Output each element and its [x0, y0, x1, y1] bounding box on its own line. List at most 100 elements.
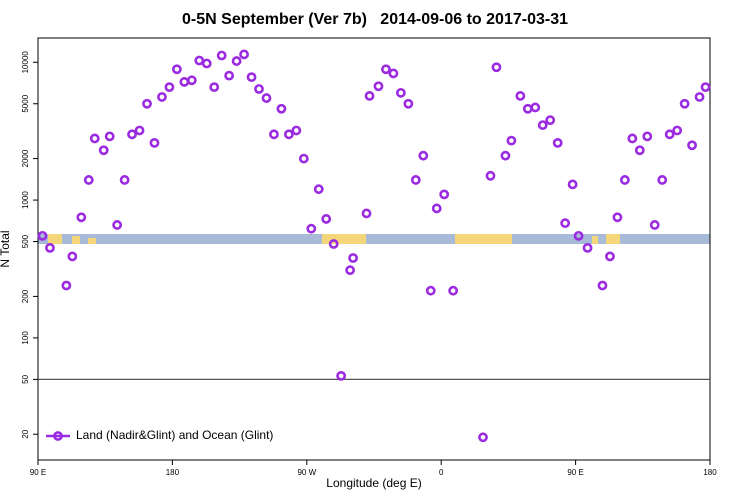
data-point [560, 218, 571, 229]
data-point [530, 102, 541, 113]
y-axis-label: N Total [0, 230, 12, 267]
data-point [418, 150, 429, 161]
data-point [67, 251, 78, 262]
data-point [545, 115, 556, 126]
data-point [306, 223, 317, 234]
data-point [552, 137, 563, 148]
x-tick-label: 90 W [297, 468, 316, 477]
data-point [381, 64, 391, 75]
data-point [448, 285, 459, 296]
data-point [37, 230, 48, 241]
x-tick-label: 90 E [567, 468, 583, 477]
data-point [395, 87, 406, 98]
data-point [112, 220, 123, 230]
plot-frame [37, 37, 711, 461]
data-point [642, 131, 653, 142]
data-point [276, 103, 287, 114]
x-tick-label: 180 [703, 468, 717, 477]
data-point [664, 129, 675, 140]
data-point [500, 150, 511, 161]
data-point [246, 72, 257, 83]
data-point [239, 49, 249, 60]
data-point [231, 56, 242, 66]
data-point [201, 58, 212, 69]
y-tick-label: 50 [21, 374, 30, 383]
land-band [606, 234, 620, 244]
data-point [209, 82, 220, 93]
land-band [48, 234, 62, 244]
data-point [605, 251, 615, 262]
y-tick-label: 5000 [21, 94, 30, 112]
data-point [634, 145, 645, 156]
y-tick-label: 500 [21, 234, 30, 248]
data-point [164, 82, 175, 93]
data-point [506, 135, 517, 146]
data-point [45, 242, 55, 253]
data-point [157, 92, 167, 102]
data-point [687, 140, 697, 151]
data-point [582, 242, 593, 253]
data-point [410, 175, 421, 185]
data-point [269, 129, 279, 140]
data-point [283, 129, 294, 140]
data-point [336, 370, 347, 381]
land-band [72, 236, 80, 244]
data-point [89, 133, 100, 144]
y-tick-label: 10000 [21, 51, 30, 74]
data-point [261, 93, 272, 103]
data-point [364, 91, 375, 101]
data-point [321, 214, 332, 224]
data-point [657, 175, 668, 185]
land-band [88, 238, 96, 244]
data-point [313, 184, 324, 195]
data-point [345, 265, 356, 276]
data-point [515, 91, 526, 101]
data-point [597, 280, 608, 291]
data-point [679, 98, 690, 109]
data-point [612, 212, 623, 223]
data-point [573, 230, 584, 241]
data-point [224, 70, 235, 81]
data-point [171, 64, 182, 75]
data-point [119, 175, 130, 185]
x-tick-label: 180 [166, 468, 180, 477]
data-point [627, 133, 638, 144]
data-point [619, 175, 630, 185]
ocean-band [38, 234, 710, 244]
data-point [83, 175, 94, 185]
data-point [216, 50, 227, 61]
data-point [373, 81, 384, 92]
data-point [361, 208, 372, 219]
data-point [537, 120, 548, 131]
data-point [694, 92, 705, 102]
data-point [186, 75, 197, 86]
data-point [254, 84, 264, 94]
data-point [61, 280, 72, 291]
data-point [98, 145, 109, 156]
data-point [104, 131, 115, 142]
data-point [291, 125, 302, 136]
data-point [425, 285, 436, 296]
land-ocean-band [38, 234, 710, 244]
data-point [700, 82, 711, 93]
y-tick-label: 2000 [21, 149, 30, 167]
data-point [439, 189, 450, 200]
land-band [455, 234, 512, 244]
data-point [649, 220, 660, 230]
x-axis-label: Longitude (deg E) [326, 476, 421, 490]
data-point [348, 253, 358, 263]
data-point [127, 129, 137, 140]
x-tick-label: 90 E [30, 468, 46, 477]
data-point [491, 62, 502, 73]
data-point [76, 212, 87, 223]
data-point [567, 179, 578, 190]
data-point [388, 68, 399, 79]
y-tick-label: 200 [21, 289, 30, 303]
data-point [298, 153, 309, 164]
y-tick-label: 1000 [21, 191, 30, 209]
data-point [142, 98, 152, 109]
data-point [328, 239, 339, 249]
land-band [592, 236, 598, 244]
